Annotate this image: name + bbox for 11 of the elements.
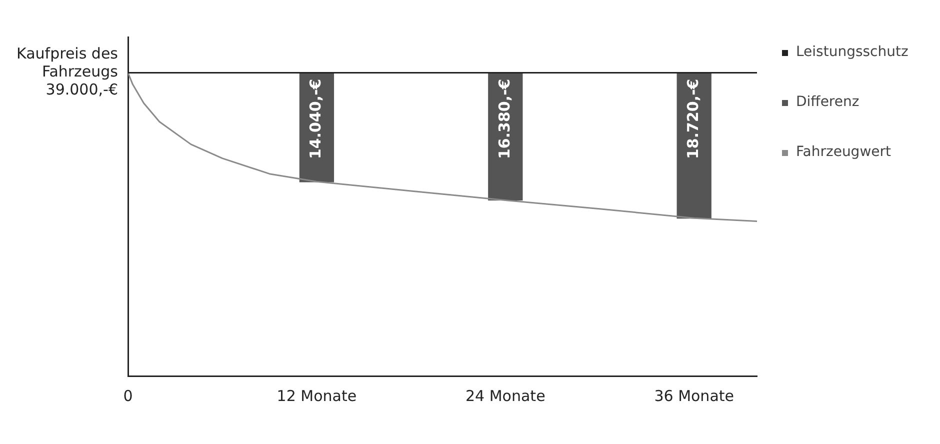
legend-label: Leistungsschutz (796, 44, 908, 60)
x-tick-label: 12 Monate (276, 386, 357, 405)
x-tick-label: 24 Monate (466, 386, 546, 405)
x-tick-label: 0 (123, 386, 133, 405)
y-tick-label: Kaufpreis des Fahrzeugs 39.000,-€ (16, 44, 118, 99)
data-label: 14.040,-€ (306, 78, 325, 160)
legend-label: Differenz (796, 94, 860, 110)
legend-label: Fahrzeugwert (796, 144, 892, 160)
x-tick-label: 36 Monate (654, 386, 734, 405)
data-label: 16.380,-€ (495, 78, 514, 160)
data-label: 18.720,-€ (684, 78, 702, 160)
